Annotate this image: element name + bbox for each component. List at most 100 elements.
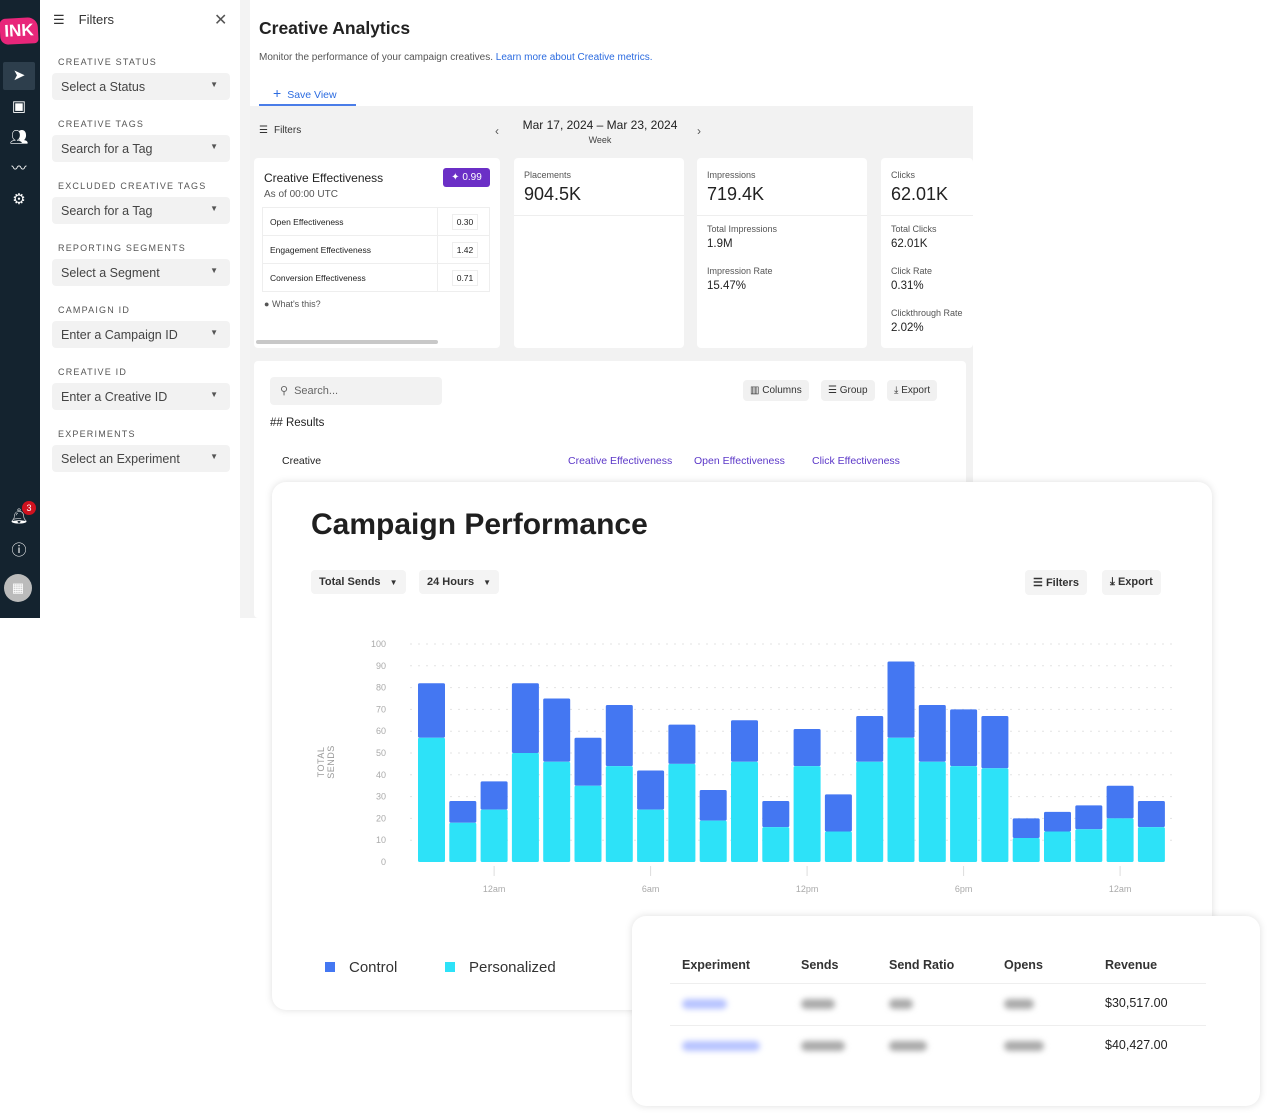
results-search-input[interactable]: ⚲ Search...	[270, 377, 442, 405]
divider	[437, 236, 438, 264]
learn-more-link[interactable]: Learn more about Creative metrics.	[495, 52, 653, 63]
filter-select[interactable]: Enter a Campaign ID ▼	[52, 321, 230, 348]
toolbar-filters-button[interactable]: ☰ Filters	[259, 125, 301, 136]
blurred-cell	[1004, 1041, 1044, 1051]
filter-select[interactable]: Search for a Tag ▼	[52, 197, 230, 224]
filter-select-value: Enter a Creative ID	[61, 390, 168, 404]
y-tick-label: 40	[376, 770, 386, 780]
metric-card: Impressions 719.4K Total Impressions 1.9M Im…	[697, 158, 867, 348]
columns-button[interactable]: ▥ Columns	[743, 380, 809, 401]
bar-control	[1106, 785, 1134, 819]
save-view-tab[interactable]: + Save View	[259, 80, 356, 106]
people-icon[interactable]: 👥︎	[9, 129, 29, 146]
checkbox-icon	[445, 962, 455, 972]
filter-label: EXPERIMENTS	[58, 429, 136, 439]
date-range[interactable]: Mar 17, 2024 – Mar 23, 2024	[522, 118, 678, 132]
filter-select[interactable]: Select a Status ▼	[52, 73, 230, 100]
caret-down-icon: ▼	[483, 578, 492, 587]
bar-control	[824, 794, 852, 832]
close-icon[interactable]: ✕	[214, 12, 228, 29]
col-open-effectiveness[interactable]: Open Effectiveness	[694, 455, 785, 467]
metric-detail-label: Total Impressions	[707, 224, 778, 234]
filter-select[interactable]: Select a Segment ▼	[52, 259, 230, 286]
page-title: Creative Analytics	[259, 18, 411, 38]
horizontal-scrollbar[interactable]	[256, 340, 438, 344]
y-tick-label: 90	[376, 661, 386, 671]
filter-select[interactable]: Select an Experiment ▼	[52, 445, 230, 472]
bar-control	[762, 800, 790, 828]
bar-control	[605, 705, 633, 767]
prev-week-icon[interactable]: ‹	[495, 124, 499, 138]
experiment-name-link[interactable]	[682, 1041, 760, 1051]
whats-this-link[interactable]: ● What's this?	[264, 299, 321, 309]
bar-personalized	[950, 766, 978, 862]
effectiveness-row: Engagement Effectiveness 1.42	[263, 236, 489, 264]
experiment-name-link[interactable]	[682, 999, 727, 1009]
trend-icon[interactable]: 〰	[11, 160, 27, 177]
legend-personalized[interactable]: Personalized	[445, 959, 556, 976]
bar-personalized	[637, 809, 665, 862]
list-icon: ☰	[828, 385, 837, 396]
legend-personalized-label: Personalized	[469, 959, 556, 976]
metric-card: Clicks 62.01K Total Clicks 62.01K Click Rate…	[881, 158, 973, 348]
panel-divider	[240, 0, 250, 618]
col-creative-effectiveness[interactable]: Creative Effectiveness	[568, 455, 673, 467]
subtitle-text: Monitor the performance of your campaign…	[259, 52, 493, 63]
effectiveness-row-label: Open Effectiveness	[270, 217, 344, 227]
filter-select-value: Search for a Tag	[61, 204, 153, 218]
range-select[interactable]: 24 Hours ▼	[419, 570, 500, 594]
bar-personalized	[1106, 818, 1134, 862]
caret-down-icon: ▼	[389, 578, 398, 587]
legend-control[interactable]: Control	[325, 959, 397, 976]
export-label: Export	[901, 385, 931, 396]
gallery-icon[interactable]: ▣	[11, 98, 27, 115]
metric-label: Impressions	[707, 170, 756, 180]
effectiveness-row-label: Engagement Effectiveness	[270, 245, 371, 255]
y-tick-label: 100	[371, 639, 386, 649]
bar-personalized	[480, 809, 508, 862]
page-header	[250, 0, 973, 106]
bar-personalized	[511, 753, 539, 862]
y-tick-label: 60	[376, 726, 386, 736]
bar-personalized	[981, 768, 1009, 862]
group-button[interactable]: ☰ Group	[821, 380, 875, 401]
y-tick-label: 0	[381, 857, 386, 867]
bar-control	[793, 729, 821, 767]
campaign-export-button[interactable]: ⤓ Export	[1102, 570, 1161, 595]
campaign-filters-button[interactable]: ☰ Filters	[1025, 570, 1087, 595]
group-label: Group	[839, 385, 868, 396]
campaign-title: Campaign Performance	[311, 508, 648, 541]
bar-control	[918, 705, 946, 762]
app-nav	[0, 0, 40, 618]
notification-badge: 3	[22, 501, 36, 515]
bar-personalized	[793, 766, 821, 862]
next-week-icon[interactable]: ›	[697, 124, 701, 138]
filter-select[interactable]: Search for a Tag ▼	[52, 135, 230, 162]
divider	[697, 215, 867, 216]
bar-personalized	[1137, 827, 1165, 862]
results-heading: ## Results	[270, 417, 325, 429]
export-button[interactable]: ⤓ Export	[887, 380, 938, 401]
info-icon[interactable]: ⓘ	[11, 542, 27, 559]
filter-icon: ☰	[259, 125, 268, 136]
bar-control	[574, 737, 602, 786]
metric-select-value: Total Sends	[319, 576, 381, 588]
filters-panel	[40, 0, 240, 618]
bar-personalized	[668, 763, 696, 862]
col-creative[interactable]: Creative	[282, 455, 322, 467]
filters-header: ☰ Filters	[53, 12, 114, 28]
metric-select[interactable]: Total Sends ▼	[311, 570, 406, 594]
filter-select[interactable]: Enter a Creative ID ▼	[52, 383, 230, 410]
metric-detail-label: Impression Rate	[707, 266, 773, 276]
filter-select-value: Search for a Tag	[61, 142, 153, 156]
metric-detail-value: 62.01K	[891, 238, 928, 250]
send-icon[interactable]: ➤	[3, 62, 35, 90]
org-avatar[interactable]: ▦	[4, 574, 32, 602]
columns-icon: ▥	[750, 385, 760, 396]
metric-value: 904.5K	[524, 184, 582, 204]
gear-icon[interactable]: ⚙	[12, 191, 26, 208]
col-click-effectiveness[interactable]: Click Effectiveness	[812, 455, 900, 467]
experiment-col-header: Experiment	[682, 958, 751, 972]
x-tick-label: 12am	[483, 884, 506, 894]
bar-control	[699, 790, 727, 821]
